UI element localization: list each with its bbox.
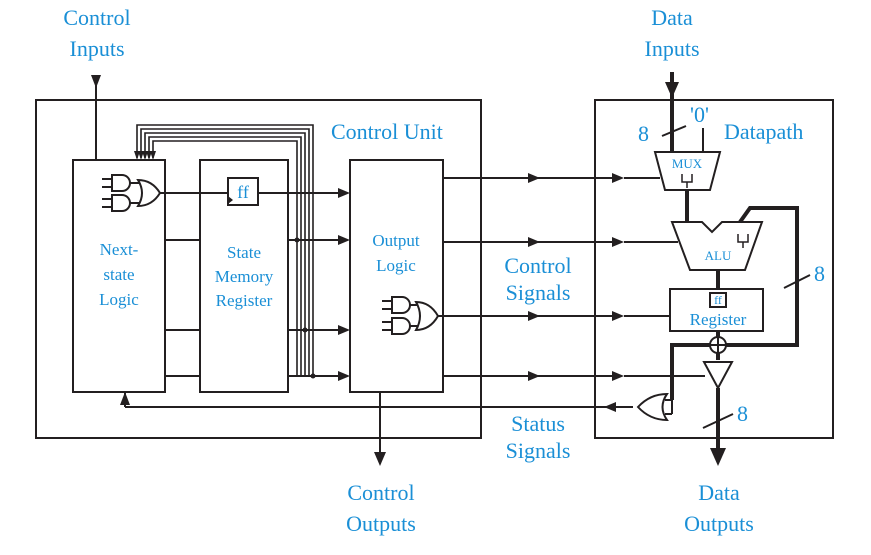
output-logic-label-2: Logic [376,256,416,275]
bus-width-bottom: 8 [737,401,748,426]
control-inputs-label-2: Inputs [70,36,125,61]
bus-width-right: 8 [814,261,825,286]
mux-block [653,151,722,191]
control-signals-label-1: Control [504,253,571,278]
control-outputs-label-1: Control [347,480,414,505]
clock-triangle-icon [228,196,233,204]
register-feedback-bus [670,206,811,400]
mux-select-icon [681,174,693,188]
control-outputs-label-2: Outputs [346,511,416,536]
status-signals-label-2: Signals [506,438,571,463]
output-gate-icon [382,296,440,335]
next-to-state-wires [160,192,228,377]
alu-label: ALU [705,248,732,263]
next-state-label-3: Logic [99,290,139,309]
register-ff-label: ff [714,293,722,307]
datapath-box [594,99,834,439]
feedback-arrowheads [134,151,156,160]
status-signal-wire [120,392,633,412]
register-ff-box [709,292,727,308]
data-inputs-label-1: Data [651,5,693,30]
state-to-output-wires [258,188,350,381]
alu-select-icon [737,234,749,248]
mux-label: MUX [672,156,703,171]
data-outputs-label-2: Outputs [684,511,754,536]
control-unit-box [35,99,482,439]
bus-width-top: 8 [638,121,649,146]
tristate-buffer [702,361,734,391]
status-or-gate-icon [636,392,673,422]
data-outputs-label-1: Data [698,480,740,505]
output-logic-block [349,159,444,393]
zero-constant-label: '0' [690,102,709,127]
state-memory-label-2: Memory [215,267,274,286]
and-or-gate-icon [102,174,162,212]
register-label: Register [690,310,747,329]
control-outputs-arrow [374,392,386,466]
state-memory-label-3: Register [216,291,273,310]
state-feedback-bus [136,124,314,376]
control-unit-title: Control Unit [331,119,443,144]
control-signals-label-2: Signals [506,280,571,305]
control-inputs-arrow [91,75,101,160]
ff-box [227,177,259,206]
output-logic-label-1: Output [372,231,420,250]
ff-label: ff [237,182,249,202]
control-signal-wires [438,173,705,381]
next-state-label-2: state [103,265,134,284]
data-output-bus [702,388,734,466]
next-state-label-1: Next- [100,240,139,259]
data-input-bus [661,72,687,152]
datapath-title: Datapath [724,119,803,144]
data-inputs-label-2: Inputs [645,36,700,61]
state-memory-label-1: State [227,243,261,262]
control-inputs-label-1: Control [63,5,130,30]
status-signals-label-1: Status [511,411,565,436]
